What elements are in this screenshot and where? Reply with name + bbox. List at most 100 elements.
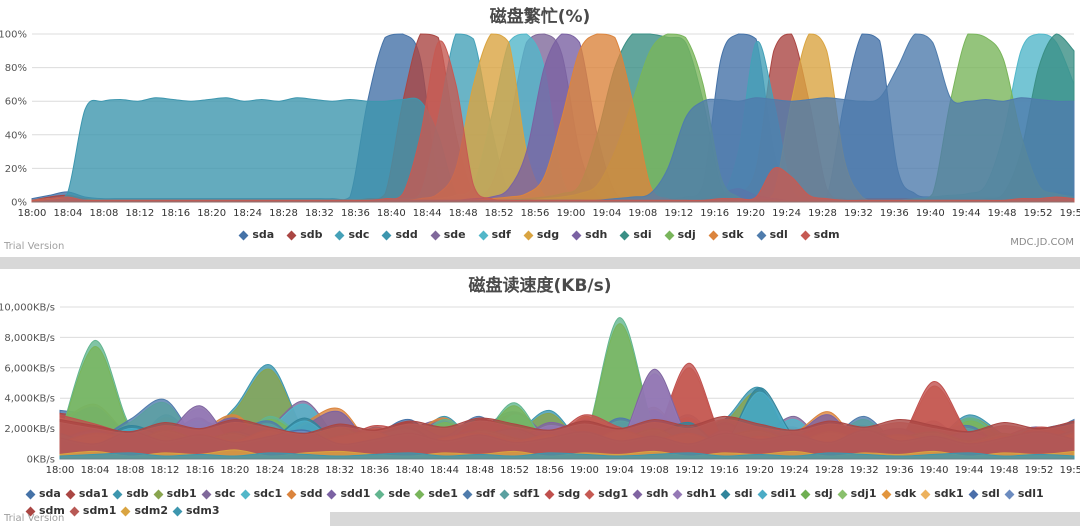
legend-item-sdl[interactable]: sdl — [968, 485, 1000, 502]
legend-marker-icon — [381, 230, 392, 240]
x-tick-label: 18:16 — [185, 465, 214, 476]
legend-label: sda1 — [78, 487, 109, 500]
legend-marker-icon — [120, 506, 131, 516]
legend-item-sdk1[interactable]: sdk1 — [920, 485, 964, 502]
legend-label: sdl — [981, 487, 1000, 500]
y-tick-label: 100% — [0, 30, 27, 41]
legend-label: sda — [39, 487, 61, 500]
disk-read-legend: sda sda1 sdb sdb1 sdc sdc1 sdd sdd1 sde sde1 sdf sd… — [0, 485, 1080, 519]
trial-version-watermark: Trial Version — [4, 241, 65, 252]
legend-item-sdm1[interactable]: sdm1 — [69, 502, 117, 519]
legend-item-sdf[interactable]: sdf — [462, 485, 495, 502]
legend-marker-icon — [664, 230, 675, 240]
legend-item-sda[interactable]: sda — [25, 485, 61, 502]
legend-item-sdh1[interactable]: sdh1 — [673, 485, 716, 502]
disk-read-panel: 磁盘读速度(KB/s) 0KB/s 2,000KB/s 4,000KB/s 6,000… — [0, 269, 1080, 526]
legend-item-sdd1[interactable]: sdd1 — [327, 485, 370, 502]
legend-item-sdj[interactable]: sdj — [800, 485, 833, 502]
legend-item-sdj1[interactable]: sdj1 — [837, 485, 877, 502]
area-series-sdm1[interactable] — [59, 418, 1075, 460]
legend-item-sdb1[interactable]: sdb1 — [153, 485, 197, 502]
legend-item-sdh[interactable]: sdh — [632, 485, 668, 502]
legend-item-sdf[interactable]: sdf — [478, 226, 511, 243]
x-tick-label: 18:16 — [161, 208, 190, 219]
legend-marker-icon — [499, 489, 510, 499]
disk-read-title: 磁盘读速度(KB/s) — [468, 276, 612, 296]
legend-marker-icon — [414, 489, 425, 499]
x-tick-label: 19:24 — [780, 465, 809, 476]
disk-read-chart[interactable]: 0KB/s 2,000KB/s 4,000KB/s 6,000KB/s 8,000KB/… — [0, 299, 1080, 485]
legend-marker-icon — [584, 489, 595, 499]
legend-item-sdc[interactable]: sdc — [201, 485, 236, 502]
legend-marker-icon — [25, 489, 36, 499]
legend-item-sdg[interactable]: sdg — [544, 485, 580, 502]
legend-item-sdm[interactable]: sdm — [800, 226, 840, 243]
legend-marker-icon — [632, 489, 643, 499]
legend-item-sdj[interactable]: sdj — [664, 226, 696, 243]
x-tick-label: 19:28 — [815, 465, 844, 476]
x-tick-label: 19:04 — [592, 208, 621, 219]
legend-label: sde1 — [428, 487, 458, 500]
legend-item-sda[interactable]: sda — [238, 226, 274, 243]
x-tick-label: 19:20 — [745, 465, 774, 476]
legend-item-sdk[interactable]: sdk — [881, 485, 917, 502]
x-tick-label: 19:40 — [916, 208, 945, 219]
legend-item-sdl1[interactable]: sdl1 — [1004, 485, 1044, 502]
legend-item-sdi1[interactable]: sdi1 — [757, 485, 796, 502]
x-tick-label: 19:12 — [675, 465, 704, 476]
legend-marker-icon — [800, 489, 811, 499]
disk-busy-legend: sda sdb sdc sdd sde sdf sdg sdh sdi sdj sdk sdl sdm — [0, 226, 1080, 243]
x-tick-label: 19:16 — [700, 208, 729, 219]
legend-item-sdl[interactable]: sdl — [756, 226, 788, 243]
legend-item-sde[interactable]: sde — [374, 485, 410, 502]
legend-item-sde1[interactable]: sde1 — [414, 485, 458, 502]
legend-item-sdg[interactable]: sdg — [523, 226, 559, 243]
legend-marker-icon — [172, 506, 183, 516]
legend-item-sdk[interactable]: sdk — [708, 226, 744, 243]
legend-marker-icon — [112, 489, 123, 499]
legend-item-sdh[interactable]: sdh — [571, 226, 607, 243]
x-tick-label: 18:04 — [81, 465, 110, 476]
legend-marker-icon — [544, 489, 555, 499]
x-tick-label: 19:08 — [640, 465, 669, 476]
legend-item-sdb[interactable]: sdb — [286, 226, 322, 243]
x-tick-label: 19:52 — [1025, 465, 1054, 476]
x-tick-label: 18:00 — [18, 208, 47, 219]
legend-item-sda1[interactable]: sda1 — [65, 485, 109, 502]
legend-item-sdm3[interactable]: sdm3 — [172, 502, 220, 519]
legend-label: sdm1 — [82, 504, 117, 517]
legend-label: sdd — [395, 228, 418, 241]
legend-item-sdc[interactable]: sdc — [335, 226, 369, 243]
x-tick-label: 19:16 — [710, 465, 739, 476]
legend-item-sdc1[interactable]: sdc1 — [240, 485, 282, 502]
legend-item-sdd[interactable]: sdd — [286, 485, 322, 502]
legend-marker-icon — [673, 489, 683, 499]
legend-item-sde[interactable]: sde — [430, 226, 466, 243]
x-tick-label: 18:12 — [125, 208, 154, 219]
x-tick-label: 19:56 — [1060, 465, 1080, 476]
legend-item-sdb[interactable]: sdb — [112, 485, 149, 502]
area-series-sdm3[interactable] — [59, 452, 1075, 460]
x-tick-label: 19:00 — [557, 208, 586, 219]
legend-item-sdi[interactable]: sdi — [619, 226, 652, 243]
legend-item-sdd[interactable]: sdd — [381, 226, 418, 243]
disk-busy-panel: 磁盘繁忙(%) 0% 20% 40% 60% 80% 100% 18:00 18:04 18:0… — [0, 0, 1080, 257]
x-tick-label: 19:20 — [736, 208, 765, 219]
legend-item-sdm[interactable]: sdm — [25, 502, 65, 519]
legend-item-sdg1[interactable]: sdg1 — [584, 485, 628, 502]
legend-marker-icon — [757, 489, 768, 499]
x-tick-label: 19:48 — [988, 208, 1017, 219]
disk-busy-chart[interactable]: 0% 20% 40% 60% 80% 100% 18:00 18:04 18:08 18:12 18… — [0, 30, 1080, 226]
legend-item-sdi[interactable]: sdi — [720, 485, 753, 502]
area-series-sdm[interactable] — [31, 40, 1075, 203]
y-tick-label: 2,000KB/s — [4, 424, 55, 435]
legend-label: sdk — [894, 487, 917, 500]
y-tick-label: 80% — [5, 63, 27, 74]
legend-item-sdf1[interactable]: sdf1 — [499, 485, 540, 502]
x-tick-label: 19:52 — [1024, 208, 1053, 219]
legend-label: sdb1 — [166, 487, 197, 500]
legend-item-sdm2[interactable]: sdm2 — [120, 502, 168, 519]
legend-marker-icon — [153, 489, 164, 499]
x-tick-label: 18:28 — [290, 465, 319, 476]
legend-label: sdk — [721, 228, 744, 241]
